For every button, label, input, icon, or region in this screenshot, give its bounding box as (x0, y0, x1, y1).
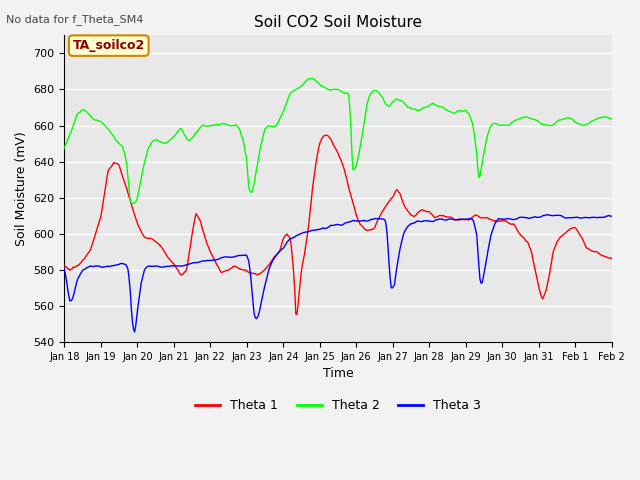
Text: No data for f_Theta_SM4: No data for f_Theta_SM4 (6, 14, 144, 25)
Text: TA_soilco2: TA_soilco2 (72, 39, 145, 52)
Legend: Theta 1, Theta 2, Theta 3: Theta 1, Theta 2, Theta 3 (190, 394, 486, 417)
Y-axis label: Soil Moisture (mV): Soil Moisture (mV) (15, 131, 28, 246)
X-axis label: Time: Time (323, 367, 353, 380)
Title: Soil CO2 Soil Moisture: Soil CO2 Soil Moisture (254, 15, 422, 30)
